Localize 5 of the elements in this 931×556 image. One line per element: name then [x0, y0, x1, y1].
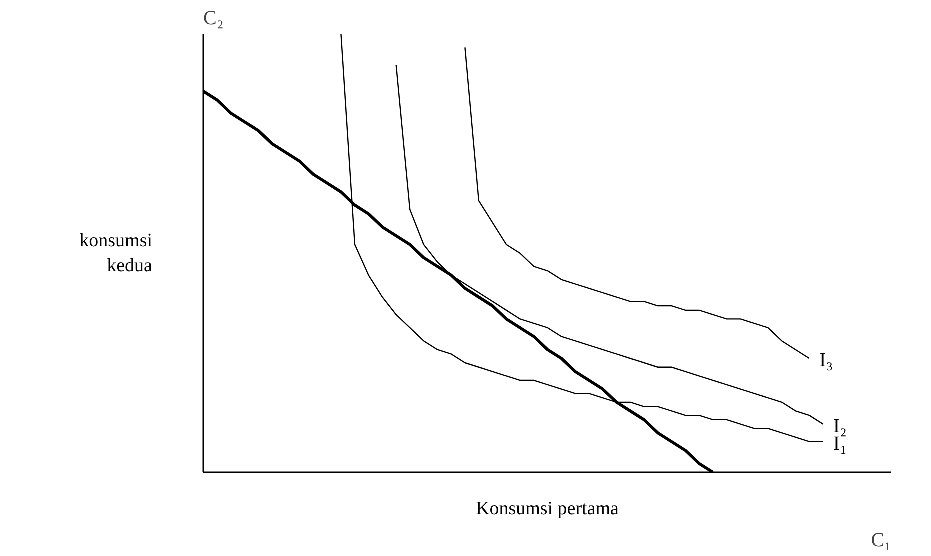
text: C₂	[204, 8, 224, 30]
y-axis-title: konsumsi kedua	[80, 230, 154, 277]
series-label: I₃	[820, 350, 834, 372]
text: C₁	[871, 530, 892, 552]
x-axis-title: Konsumsi pertama	[476, 498, 620, 520]
